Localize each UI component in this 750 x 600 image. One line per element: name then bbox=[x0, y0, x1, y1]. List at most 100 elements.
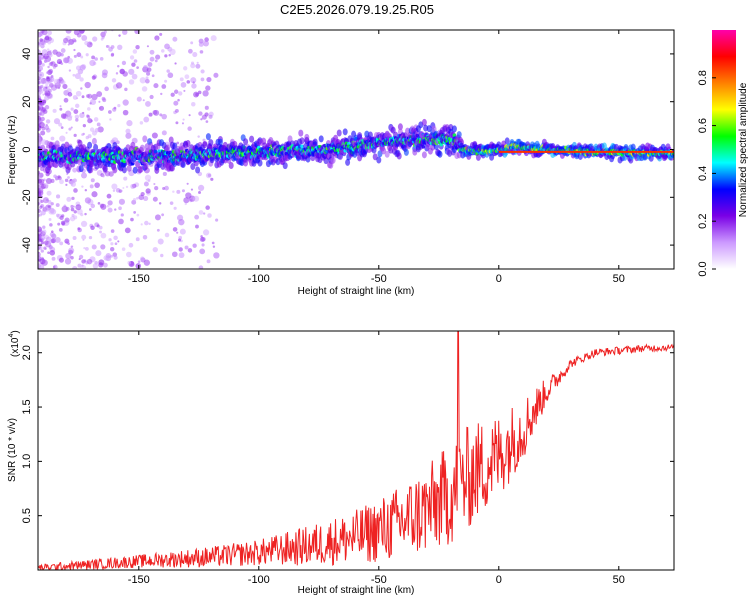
spectrogram-noise-point bbox=[204, 112, 209, 117]
spectrogram-band-blob bbox=[372, 153, 378, 161]
spectrogram-band-blob bbox=[112, 166, 118, 174]
spectrogram-noise-point bbox=[43, 246, 47, 250]
spectrogram-noise-point bbox=[117, 64, 120, 68]
spectrogram-noise-point bbox=[122, 71, 128, 77]
spectrogram-noise-point bbox=[65, 30, 72, 34]
spectrogram-noise-point bbox=[53, 78, 61, 86]
spectrogram-noise-point bbox=[106, 204, 110, 208]
spectrogram-band-blob bbox=[367, 131, 373, 139]
spectrogram-noise-point bbox=[143, 195, 149, 202]
spectrogram-band-blob bbox=[426, 125, 432, 133]
spectrogram-noise-point bbox=[115, 188, 121, 193]
spectrogram-noise-point bbox=[161, 49, 165, 53]
spectrogram-noise-point bbox=[98, 106, 102, 110]
spectrogram-noise-point bbox=[200, 69, 205, 74]
spectrogram-noise-point bbox=[166, 69, 170, 73]
spectrogram-noise-point bbox=[44, 105, 50, 110]
spectrogram-noise-point bbox=[39, 258, 46, 265]
spectrogram-noise-point bbox=[111, 78, 117, 83]
spectrogram-band-blob bbox=[298, 129, 304, 137]
spectrogram-band-blob bbox=[88, 166, 94, 174]
snr-xtick-label: -100 bbox=[248, 574, 270, 586]
spectrogram-band-blob bbox=[475, 153, 481, 161]
spectrogram-noise-point bbox=[154, 35, 160, 41]
spectrogram-noise-point bbox=[136, 66, 139, 69]
spectrogram-noise-point bbox=[101, 72, 108, 79]
spectrogram-noise-point bbox=[93, 117, 99, 122]
spectrogram-noise-point bbox=[80, 213, 84, 217]
spectrogram-noise-point bbox=[47, 205, 51, 208]
spectrogram-noise-point bbox=[124, 227, 131, 234]
spectrogram-band-blob bbox=[142, 135, 148, 143]
spectrogram-noise-point bbox=[70, 126, 73, 129]
spectrogram-noise-point bbox=[153, 109, 160, 116]
spectrogram-band-blob bbox=[190, 162, 196, 170]
spectrogram-noise-point bbox=[64, 178, 69, 183]
spectrogram-noise-point bbox=[187, 248, 193, 253]
spectrogram-noise-point bbox=[149, 56, 155, 62]
spectrogram-noise-point bbox=[54, 237, 61, 243]
spectrogram-noise-point bbox=[85, 53, 89, 57]
spectrogram-noise-point bbox=[202, 90, 209, 97]
spectrogram-noise-point bbox=[199, 237, 205, 242]
spectrogram-noise-point bbox=[99, 230, 102, 234]
spectrogram-noise-point bbox=[73, 48, 76, 52]
spectrogram-band-blob bbox=[299, 137, 305, 145]
spectrogram-noise-point bbox=[43, 206, 50, 213]
spectrogram-band-blob bbox=[257, 159, 263, 167]
spectrogram-band-blob bbox=[451, 125, 457, 133]
spectrogram-noise-point bbox=[45, 86, 48, 89]
spectrogram-noise-point bbox=[178, 218, 185, 226]
spectrogram-noise-point bbox=[73, 54, 77, 58]
snr-multiplier-base: (x10 bbox=[10, 337, 21, 357]
spectrogram-noise-point bbox=[153, 83, 159, 89]
spectrogram-noise-point bbox=[86, 94, 90, 98]
spectrogram-noise-point bbox=[131, 73, 138, 80]
spectrogram-noise-point bbox=[161, 130, 167, 136]
spectrogram-noise-point bbox=[135, 237, 140, 242]
spectrogram-noise-point bbox=[59, 105, 62, 108]
spectrogram-chart: -150 -100 -50 0 50 -40 -20 0 20 40 Height of str… bbox=[7, 29, 675, 297]
spectrogram-band-blob bbox=[202, 141, 208, 149]
spectrogram-noise-point bbox=[40, 249, 44, 253]
spectrogram-noise-point bbox=[79, 77, 84, 82]
spectrogram-noise-point bbox=[66, 88, 72, 94]
spectrogram-noise-point bbox=[136, 213, 140, 217]
spectrogram-noise-point bbox=[187, 126, 192, 131]
spectrogram-noise-point bbox=[115, 82, 123, 89]
spectrogram-noise-point bbox=[190, 77, 197, 84]
spectrogram-noise-point bbox=[77, 227, 82, 233]
spectrogram-noise-point bbox=[111, 137, 119, 144]
spectrogram-noise-point bbox=[113, 255, 118, 260]
spectrogram-band-blob bbox=[342, 128, 348, 136]
spectrogram-noise-point bbox=[158, 202, 162, 205]
spectrogram-noise-point bbox=[70, 179, 76, 184]
spectrogram-noise-point bbox=[44, 125, 50, 130]
spectrogram-noise-point bbox=[71, 196, 75, 201]
spectrogram-noise-point bbox=[100, 37, 104, 41]
spectrogram-noise-point bbox=[206, 76, 212, 83]
spectrogram-band-blob bbox=[312, 138, 318, 146]
spectrogram-band-blob bbox=[403, 148, 409, 156]
spectrogram-noise-point bbox=[169, 48, 176, 56]
spectrogram-noise-point bbox=[48, 217, 52, 221]
spectrogram-noise-point bbox=[102, 262, 108, 268]
spectrogram-noise-point bbox=[145, 101, 151, 107]
spectrogram-x-ticks: -150 -100 -50 0 50 bbox=[128, 30, 625, 285]
spectrogram-noise-point bbox=[182, 118, 185, 121]
spectrogram-noise-point bbox=[169, 201, 174, 205]
spectrogram-noise-point bbox=[147, 62, 153, 67]
spectrogram-noise-point bbox=[207, 213, 212, 218]
spectrogram-noise-point bbox=[172, 36, 178, 42]
spectrogram-noise-point bbox=[68, 127, 72, 131]
spectrogram-noise-point bbox=[41, 49, 48, 55]
spectrogram-xtick-label: -150 bbox=[128, 273, 150, 285]
spectrogram-heat bbox=[38, 30, 674, 269]
spectrogram-noise-point bbox=[87, 134, 92, 139]
spectrogram-noise-point bbox=[94, 182, 100, 189]
spectrogram-noise-point bbox=[184, 202, 187, 206]
spectrogram-noise-point bbox=[96, 91, 103, 97]
spectrogram-noise-point bbox=[81, 95, 85, 99]
spectrogram-noise-point bbox=[110, 242, 114, 246]
spectrogram-noise-point bbox=[177, 238, 182, 242]
